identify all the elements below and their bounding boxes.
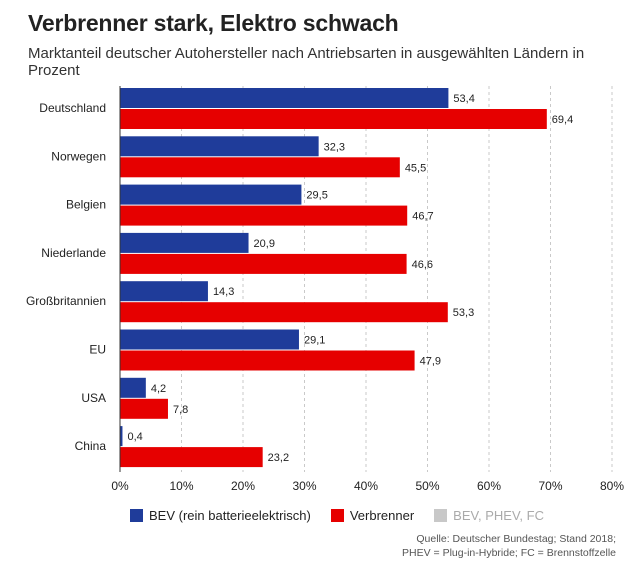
category-label: Belgien — [66, 198, 106, 212]
tick-label: 70% — [538, 479, 562, 493]
data-label: 4,2 — [151, 383, 166, 395]
bar — [120, 109, 547, 129]
legend-item-verbrenner[interactable]: Verbrenner — [330, 508, 415, 523]
tick-label: 80% — [600, 479, 624, 493]
bar — [120, 157, 400, 178]
legend-swatch-bev — [130, 509, 143, 522]
source-line-2: PHEV = Plug-in-Hybride; FC = Brennstoffz… — [402, 547, 616, 559]
tick-label: 50% — [415, 479, 439, 493]
legend-label-bev: BEV (rein batterieelektrisch) — [149, 508, 311, 523]
data-label: 20,9 — [254, 238, 275, 250]
x-axis: 0% 10% 20% 30% 40% 50% 60% 70% 80% — [111, 86, 624, 493]
data-label: 46,7 — [412, 211, 433, 223]
bar — [120, 253, 407, 274]
tick-label: 30% — [292, 479, 316, 493]
bar — [120, 447, 263, 468]
bar — [120, 184, 302, 205]
tick-label: 0% — [111, 479, 129, 493]
bar — [120, 136, 319, 157]
category-labels: Deutschland Norwegen Belgien Niederlande Gro… — [26, 101, 106, 453]
legend-item-bev[interactable]: BEV (rein batterieelektrisch) — [130, 508, 311, 523]
legend-item-bev-phev-fc[interactable]: BEV, PHEV, FC — [434, 508, 544, 523]
data-label: 23,2 — [268, 452, 289, 464]
gridlines — [181, 86, 613, 472]
bar-chart: 53,4 69,4 32,3 45,5 29,5 46,7 20,9 46,6 14,3 53,3… — [26, 86, 624, 493]
chart-title: Verbrenner stark, Elektro schwach — [28, 10, 399, 36]
tick-label: 40% — [354, 479, 378, 493]
legend-swatch-bev-phev-fc — [434, 509, 448, 522]
category-label: Großbritannien — [26, 294, 106, 308]
data-label: 32,3 — [324, 141, 345, 153]
bar — [120, 350, 415, 371]
source-note: Quelle: Deutscher Bundestag; Stand 2018;… — [402, 532, 616, 560]
bar — [120, 377, 146, 398]
source-line-1: Quelle: Deutscher Bundestag; Stand 2018; — [416, 533, 616, 545]
data-label: 46,6 — [412, 259, 433, 271]
category-label: Deutschland — [39, 101, 106, 115]
category-label: China — [75, 439, 107, 453]
bar — [120, 302, 448, 323]
tick-label: 60% — [477, 479, 501, 493]
category-label: Norwegen — [51, 149, 106, 163]
bar — [120, 426, 123, 447]
data-label: 14,3 — [213, 286, 234, 298]
data-label: 29,5 — [306, 190, 327, 202]
category-label: USA — [81, 391, 106, 405]
data-label: 69,4 — [552, 114, 573, 126]
legend-label-bev-phev-fc: BEV, PHEV, FC — [453, 508, 544, 523]
bars: 53,4 69,4 32,3 45,5 29,5 46,7 20,9 46,6 14,3 53,3… — [120, 88, 573, 468]
legend: BEV (rein batterieelektrisch) Verbrenner… — [130, 508, 564, 523]
chart-subtitle: Marktanteil deutscher Autohersteller nac… — [28, 45, 585, 79]
bar — [120, 329, 299, 350]
bar — [120, 281, 208, 302]
data-label: 47,9 — [420, 356, 441, 368]
legend-swatch-verbrenner — [330, 509, 344, 522]
legend-label-verbrenner: Verbrenner — [349, 508, 415, 523]
data-label: 29,1 — [304, 335, 325, 347]
bar — [120, 88, 449, 108]
tick-label: 20% — [231, 479, 255, 493]
bar — [120, 232, 249, 253]
data-label: 7,8 — [173, 404, 188, 416]
tick-label: 10% — [169, 479, 193, 493]
data-label: 53,3 — [453, 307, 474, 319]
bar — [120, 398, 168, 419]
category-label: EU — [89, 343, 106, 357]
bar — [120, 205, 408, 226]
data-label: 53,4 — [453, 93, 474, 105]
category-label: Niederlande — [41, 246, 106, 260]
data-label: 0,4 — [127, 431, 142, 443]
data-label: 45,5 — [405, 162, 426, 174]
